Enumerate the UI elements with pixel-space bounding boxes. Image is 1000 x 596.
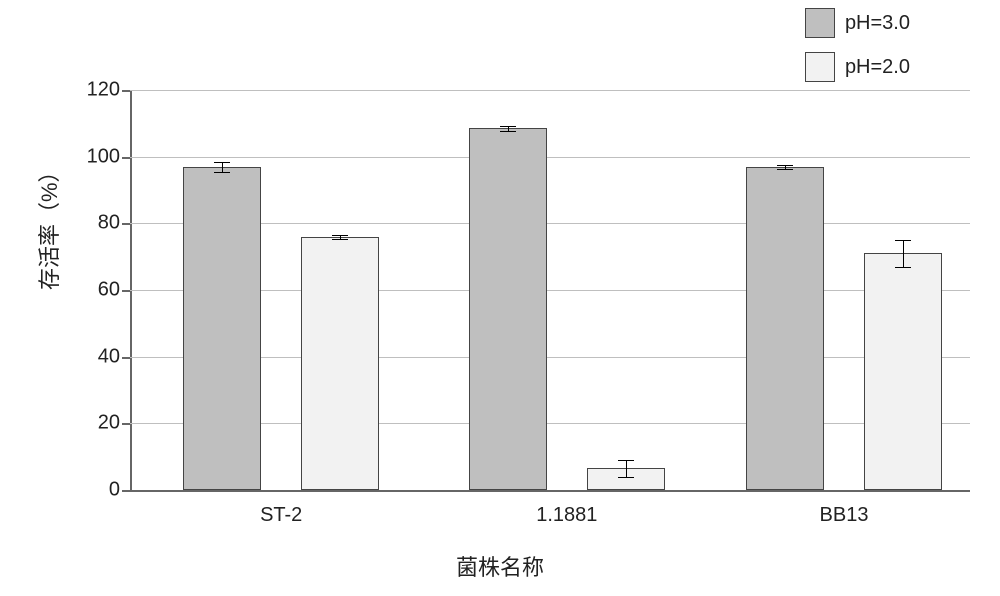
error-cap [214, 172, 230, 173]
error-cap [500, 126, 516, 127]
y-tick-label: 0 [70, 479, 120, 502]
gridline [130, 157, 970, 158]
x-axis-title: 菌株名称 [0, 550, 1000, 582]
y-axis-title: 存活率（%） [32, 160, 64, 290]
error-cap [895, 267, 911, 268]
error-cap [332, 235, 348, 236]
error-stem [222, 162, 223, 172]
error-cap [618, 460, 634, 461]
legend-swatch-ph2 [805, 52, 835, 82]
x-tick-label-ST-2: ST-2 [260, 504, 302, 527]
legend-label-ph2: pH=2.0 [845, 56, 910, 79]
y-tick [122, 90, 130, 92]
legend: pH=3.0 pH=2.0 [805, 8, 910, 82]
legend-entry-ph2: pH=2.0 [805, 52, 910, 82]
y-tick-label: 80 [70, 212, 120, 235]
gridline [130, 90, 970, 91]
bar-chart: pH=3.0 pH=2.0 存活率（%） 020406080100120ST-2… [0, 0, 1000, 596]
y-tick-label: 100 [70, 145, 120, 168]
y-tick [122, 423, 130, 425]
bar-1.1881-pH=3.0 [469, 128, 547, 490]
y-tick-label: 60 [70, 279, 120, 302]
y-tick [122, 223, 130, 225]
bar-BB13-pH=3.0 [746, 167, 824, 490]
error-cap [500, 131, 516, 132]
y-tick [122, 157, 130, 159]
error-cap [777, 169, 793, 170]
legend-label-ph3: pH=3.0 [845, 12, 910, 35]
bar-ST-2-pH=3.0 [183, 167, 261, 490]
bar-BB13-pH=2.0 [864, 253, 942, 490]
error-cap [895, 240, 911, 241]
x-tick-label-BB13: BB13 [820, 504, 869, 527]
error-cap [332, 239, 348, 240]
y-tick-label: 40 [70, 345, 120, 368]
y-tick [122, 490, 130, 492]
error-stem [626, 460, 627, 477]
y-tick-label: 20 [70, 412, 120, 435]
error-cap [618, 477, 634, 478]
bar-ST-2-pH=2.0 [301, 237, 379, 490]
legend-entry-ph3: pH=3.0 [805, 8, 910, 38]
legend-swatch-ph3 [805, 8, 835, 38]
y-tick-label: 120 [70, 79, 120, 102]
x-tick-label-1.1881: 1.1881 [536, 504, 597, 527]
y-tick [122, 290, 130, 292]
error-cap [777, 165, 793, 166]
plot-area: 020406080100120ST-21.1881BB13 [130, 90, 970, 492]
error-stem [903, 240, 904, 267]
error-cap [214, 162, 230, 163]
y-tick [122, 357, 130, 359]
